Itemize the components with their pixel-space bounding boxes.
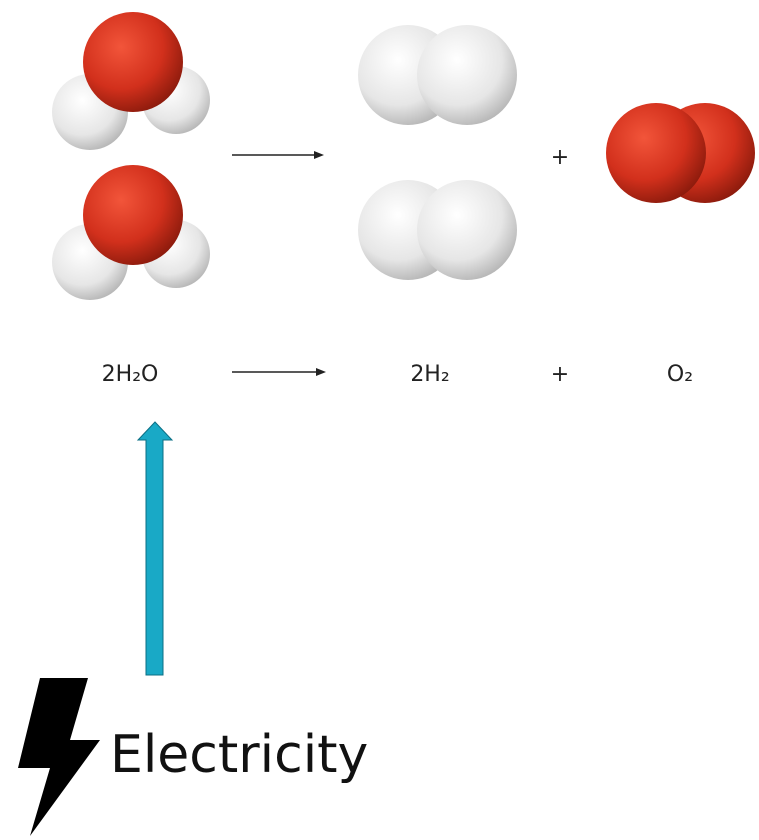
lightning-icon <box>18 678 100 836</box>
water-molecule <box>52 165 210 300</box>
product: O₂ <box>667 362 693 387</box>
energy-arrow <box>136 421 174 676</box>
hydrogen-molecule <box>358 25 517 125</box>
water-molecule <box>52 12 210 150</box>
plus-sign: + <box>551 362 569 387</box>
arrow-head <box>314 151 324 159</box>
energy-label: Electricity <box>110 725 368 785</box>
hydrogen-molecule <box>358 180 517 280</box>
reactant: 2H₂O <box>102 362 159 387</box>
arrow-head <box>316 368 326 376</box>
product: 2H₂ <box>410 362 449 387</box>
plus-sign: + <box>551 145 569 170</box>
oxygen-molecule <box>606 103 755 203</box>
